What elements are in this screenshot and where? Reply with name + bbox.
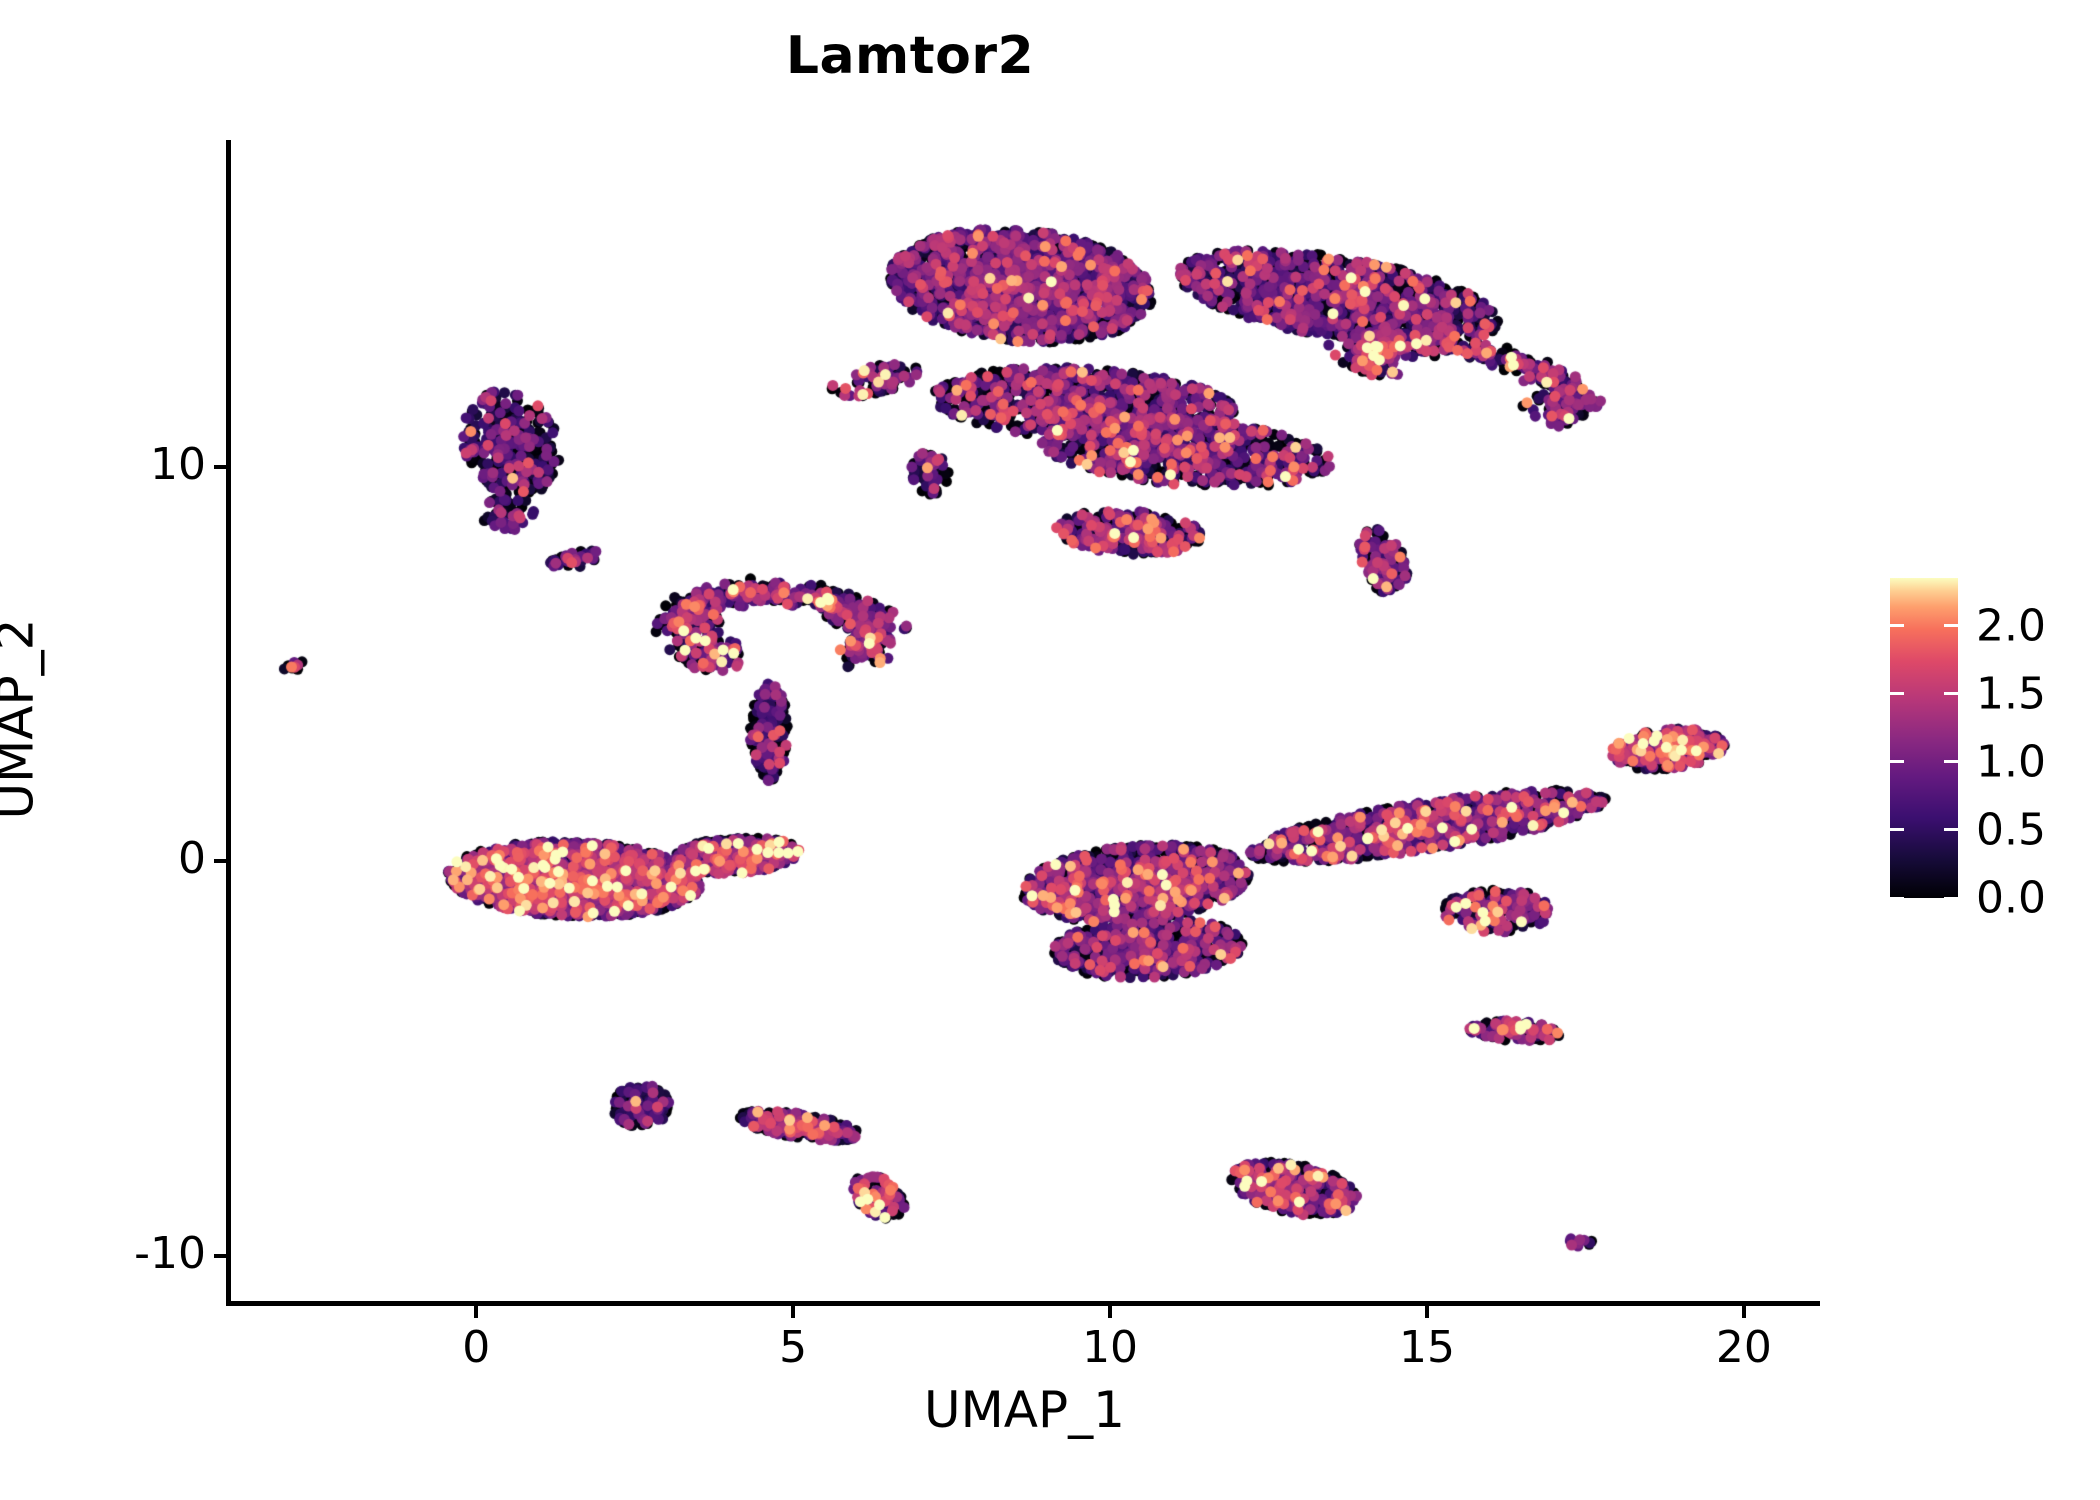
colorbar-tick-mark — [1890, 896, 1904, 900]
colorbar-tick-mark — [1944, 760, 1958, 764]
y-tick-label: -10 — [134, 1227, 206, 1279]
colorbar-tick-mark — [1890, 692, 1904, 696]
x-tick-label: 20 — [1715, 1322, 1772, 1373]
x-axis-spine — [226, 1301, 1820, 1306]
colorbar-tick-mark — [1944, 828, 1958, 832]
y-tick-label: 0 — [178, 833, 206, 885]
x-tick-mark — [1108, 1306, 1113, 1318]
x-tick-mark — [1425, 1306, 1429, 1318]
y-tick-mark — [214, 465, 226, 470]
colorbar-tick-label: 1.0 — [1976, 736, 2046, 788]
colorbar-tick-mark — [1944, 624, 1958, 628]
y-axis-label: UMAP_2 — [0, 618, 45, 820]
colorbar-tick-label: 0.5 — [1976, 804, 2046, 856]
page-title: Lamtor2 — [785, 26, 1035, 86]
y-tick-mark — [214, 859, 226, 864]
colorbar: 0.0 0.5 1.0 1.5 2.0 — [1890, 578, 2046, 924]
colorbar-tick-label: 1.5 — [1976, 668, 2046, 720]
colorbar-tick-mark — [1890, 828, 1904, 832]
colorbar-tick-mark — [1890, 760, 1904, 764]
y-tick-mark — [214, 1253, 226, 1258]
y-tick-label: 10 — [150, 439, 206, 491]
x-tick-label: 5 — [779, 1322, 808, 1373]
x-axis-label: UMAP_1 — [924, 1381, 1125, 1439]
colorbar-tick-mark — [1944, 896, 1958, 900]
colorbar-tick-mark — [1944, 692, 1958, 696]
x-tick-label: 10 — [1082, 1322, 1139, 1373]
x-tick-label: 15 — [1399, 1322, 1455, 1373]
colorbar-tick-mark — [1890, 624, 1904, 628]
x-tick-mark — [474, 1306, 479, 1318]
y-axis-spine — [226, 140, 231, 1306]
x-tick-label: 0 — [462, 1322, 491, 1373]
colorbar-tick-label: 0.0 — [1976, 872, 2046, 924]
x-tick-mark — [1741, 1306, 1746, 1318]
scatter-plot-canvas — [229, 140, 1820, 1303]
colorbar-gradient — [1890, 578, 1958, 898]
x-tick-mark — [791, 1306, 796, 1318]
colorbar-tick-label: 2.0 — [1976, 600, 2046, 652]
